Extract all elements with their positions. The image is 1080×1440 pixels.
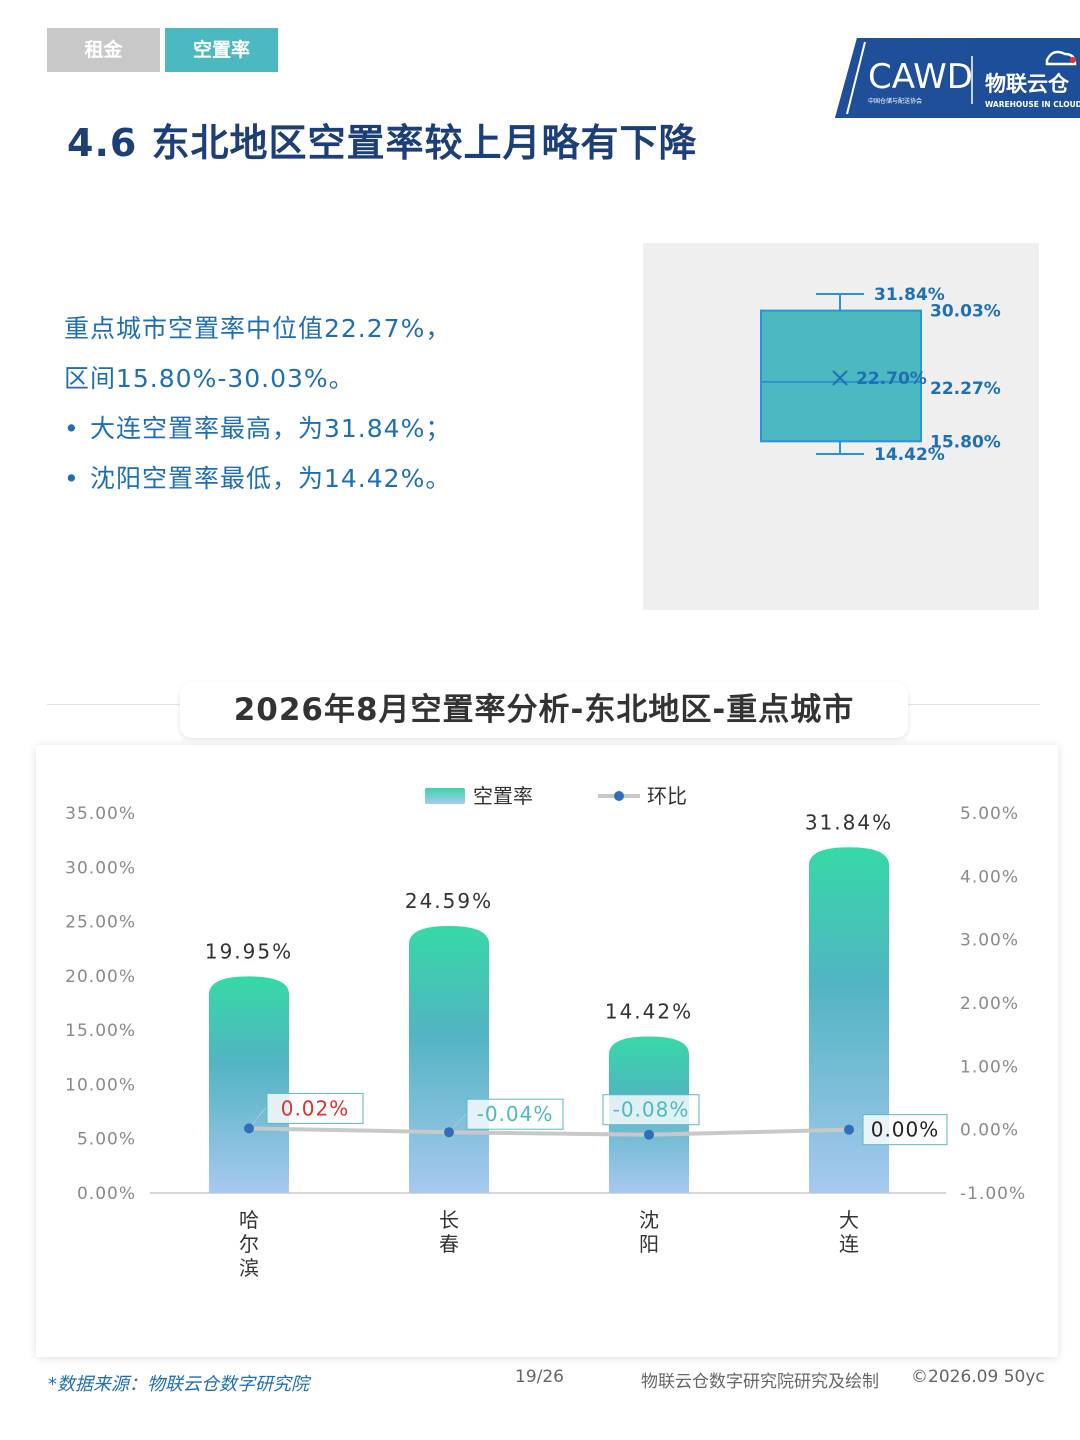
mom-value-label: -0.04% xyxy=(477,1102,554,1126)
page-number: 19/26 xyxy=(515,1367,564,1387)
data-source: *数据来源：物联云仓数字研究院 xyxy=(48,1374,309,1395)
y-left-tick-label: 10.00% xyxy=(65,1075,136,1095)
mom-point xyxy=(444,1127,454,1138)
cawd-subtext: 中国仓储与配送协会 xyxy=(868,97,922,105)
y-left-tick-label: 25.00% xyxy=(65,913,136,933)
boxplot-label-median: 22.27% xyxy=(930,379,1001,399)
y-left-tick-label: 30.00% xyxy=(65,858,136,878)
summary-bullet-min: 沈阳空置率最低，为14.42%。 xyxy=(64,454,451,504)
summary-text: 重点城市空置率中位值22.27%， 区间15.80%-30.03%。 大连空置率… xyxy=(64,304,451,504)
mom-line: 0.02% -0.04% -0.08% 0.00% xyxy=(244,1092,948,1146)
x-tick-label: 连 xyxy=(839,1232,859,1256)
y-right-tick-label: 2.00% xyxy=(960,994,1019,1014)
chart-title-bar: 2026年8月空置率分析-东北地区-重点城市 xyxy=(0,682,1080,738)
brand-subtext: WAREHOUSE IN CLOUD xyxy=(985,100,1080,109)
legend-line-label: 环比 xyxy=(647,784,687,808)
y-left-tick-label: 0.00% xyxy=(77,1184,136,1204)
mom-point xyxy=(644,1129,654,1140)
mom-label-box xyxy=(466,1098,564,1130)
bar xyxy=(409,926,489,1193)
y-left-tick-label: 20.00% xyxy=(65,967,136,987)
x-tick-label: 大 xyxy=(839,1208,859,1232)
bar-value-label: 14.42% xyxy=(605,999,693,1023)
cloud-icon xyxy=(1045,50,1077,66)
boxplot-label-q3: 30.03% xyxy=(930,302,1001,322)
x-tick-label: 哈 xyxy=(239,1208,259,1232)
chart-title: 2026年8月空置率分析-东北地区-重点城市 xyxy=(180,682,908,738)
y-right-tick-label: -1.00% xyxy=(960,1184,1026,1204)
y-left-tick-label: 5.00% xyxy=(77,1130,136,1150)
y-right-tick-label: 1.00% xyxy=(960,1057,1019,1077)
y-right-tick-label: 4.00% xyxy=(960,867,1019,887)
footer-copyright: ©2026.09 50yc xyxy=(911,1367,1045,1387)
boxplot-label-min: 14.42% xyxy=(874,445,945,465)
mom-label-box xyxy=(602,1094,700,1126)
footer-credit: 物联云仓数字研究院研究及绘制 xyxy=(641,1372,879,1392)
cawd-text: CAWD xyxy=(868,57,973,97)
mom-label-leader xyxy=(448,1112,468,1133)
mom-point xyxy=(244,1123,254,1134)
mom-value-label: 0.02% xyxy=(281,1096,350,1120)
boxplot-panel: 31.84% 30.03% 22.70% 22.27% 15.80% 14.42… xyxy=(643,243,1039,610)
mom-label-box xyxy=(266,1092,364,1124)
mom-line-path xyxy=(248,1126,850,1137)
mom-label-leader xyxy=(248,1107,268,1129)
legend-line-dot xyxy=(614,791,624,801)
x-tick-label: 长 xyxy=(439,1208,459,1232)
boxplot-label-max: 31.84% xyxy=(874,285,945,305)
x-axis-labels: 哈尔滨 长春 沈阳 大连 xyxy=(239,1208,859,1280)
boxplot: 31.84% 30.03% 22.70% 22.27% 15.80% 14.42… xyxy=(760,285,1001,465)
brand-dot-icon xyxy=(1070,57,1076,63)
boxplot-label-q1: 15.80% xyxy=(930,432,1001,452)
y-left-tick-label: 15.00% xyxy=(65,1021,136,1041)
boxplot-mean-icon xyxy=(832,370,848,386)
legend-bar-swatch xyxy=(425,788,465,804)
bar-value-label: 31.84% xyxy=(805,810,893,834)
legend-bar-label: 空置率 xyxy=(473,784,533,808)
bar xyxy=(209,976,289,1193)
summary-bullet-max: 大连空置率最高，为31.84%； xyxy=(64,404,451,454)
mom-value-label: 0.00% xyxy=(871,1118,940,1142)
summary-line-1: 重点城市空置率中位值22.27%， xyxy=(64,314,452,343)
y-right-tick-label: 0.00% xyxy=(960,1121,1019,1141)
tab-rent[interactable]: 租金 xyxy=(47,28,160,72)
mom-point xyxy=(844,1124,854,1135)
x-tick-label: 滨 xyxy=(239,1256,259,1280)
y-axis-right: -1.00% 0.00% 1.00% 2.00% 3.00% 4.00% 5.00% xyxy=(960,804,1026,1204)
boxplot-label-mean: 22.70% xyxy=(856,369,927,389)
x-tick-label: 春 xyxy=(439,1232,459,1256)
bar xyxy=(809,847,889,1193)
y-axis-left: 0.00% 5.00% 10.00% 15.00% 20.00% 25.00% 30.00%… xyxy=(65,804,136,1204)
bar-value-label: 24.59% xyxy=(405,889,493,913)
mom-label-box xyxy=(862,1114,948,1146)
y-right-tick-label: 3.00% xyxy=(960,931,1019,951)
x-tick-label: 尔 xyxy=(239,1232,259,1256)
mom-value-label: -0.08% xyxy=(613,1098,690,1122)
bar-value-label: 19.95% xyxy=(205,939,293,963)
x-tick-label: 阳 xyxy=(639,1232,659,1256)
summary-line-2: 区间15.80%-30.03%。 xyxy=(64,364,355,393)
vacancy-chart: 空置率 环比 0.00% 5.00% 10.00% 15.00% 20.00% 25.00… xyxy=(65,784,1026,1280)
page-title: 4.6 东北地区空置率较上月略有下降 xyxy=(67,121,698,165)
y-left-tick-label: 35.00% xyxy=(65,804,136,824)
cawd-logo: CAWD 中国仓储与配送协会 物联云仓 WAREHOUSE IN CLOUD xyxy=(835,38,1080,118)
x-tick-label: 沈 xyxy=(639,1208,659,1232)
tab-vacancy[interactable]: 空置率 xyxy=(165,28,278,72)
chart-panel: 空置率 环比 0.00% 5.00% 10.00% 15.00% 20.00% 25.00… xyxy=(36,745,1058,1357)
chart-legend: 空置率 环比 xyxy=(425,784,687,808)
brand-text: 物联云仓 xyxy=(985,72,1070,96)
bars: 19.95% 24.59% 14.42% 31.84% xyxy=(205,810,893,1193)
y-right-tick-label: 5.00% xyxy=(960,804,1019,824)
